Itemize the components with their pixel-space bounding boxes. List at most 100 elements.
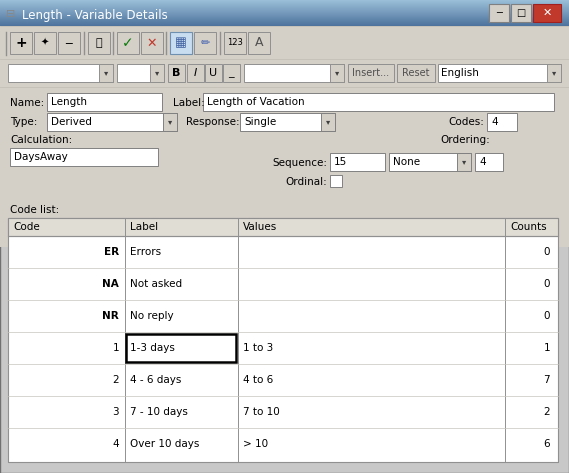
Bar	[0, 4, 569, 5]
Bar	[0, 20, 569, 21]
Bar	[0, 59, 569, 87]
Text: Insert...: Insert...	[352, 68, 390, 78]
Bar	[0, 23, 569, 24]
Bar	[203, 93, 554, 111]
Bar	[194, 32, 216, 54]
Text: 1: 1	[543, 343, 550, 353]
Bar	[0, 12, 569, 13]
Text: No reply: No reply	[130, 311, 174, 321]
Bar	[187, 64, 204, 82]
Bar	[0, 11, 569, 12]
Bar	[58, 32, 80, 54]
Bar	[205, 64, 222, 82]
Text: Ordering:: Ordering:	[440, 135, 490, 145]
Bar	[0, 87, 569, 247]
Text: 1: 1	[112, 343, 119, 353]
Text: Length: Length	[51, 97, 87, 107]
Text: Over 10 days: Over 10 days	[130, 439, 199, 449]
Bar	[0, 8, 569, 9]
Text: ✕: ✕	[542, 8, 552, 18]
Text: 15: 15	[334, 157, 347, 167]
Bar	[0, 10, 569, 11]
Text: +: +	[15, 36, 27, 50]
Text: Single: Single	[244, 117, 277, 127]
Bar	[0, 26, 569, 59]
Text: ⎘: ⎘	[96, 38, 102, 48]
Text: DaysAway: DaysAway	[14, 152, 68, 162]
Text: Counts: Counts	[510, 222, 547, 232]
Bar	[438, 64, 561, 82]
Bar	[117, 64, 164, 82]
Bar	[0, 17, 569, 18]
Bar	[47, 93, 162, 111]
Text: ▾: ▾	[335, 69, 339, 78]
Text: Label:: Label:	[173, 98, 205, 108]
Text: ▾: ▾	[104, 69, 108, 78]
Text: 2: 2	[543, 407, 550, 417]
Text: 4: 4	[491, 117, 498, 127]
Text: 0: 0	[543, 311, 550, 321]
Text: Type:: Type:	[10, 117, 38, 127]
Bar	[0, 1, 569, 2]
Text: Code list:: Code list:	[10, 205, 59, 215]
Bar	[0, 9, 569, 10]
Text: 7: 7	[543, 375, 550, 385]
Bar	[150, 64, 164, 82]
Bar	[0, 0, 569, 1]
Text: 0: 0	[543, 247, 550, 257]
Text: 4 - 6 days: 4 - 6 days	[130, 375, 182, 385]
Text: NR: NR	[102, 311, 119, 321]
Bar	[248, 32, 270, 54]
Text: Derived: Derived	[51, 117, 92, 127]
Text: ✓: ✓	[122, 36, 134, 50]
Text: I: I	[193, 68, 197, 78]
Text: Length of Vacation: Length of Vacation	[207, 97, 304, 107]
Text: NA: NA	[102, 279, 119, 289]
Bar	[0, 16, 569, 17]
Bar	[0, 25, 569, 26]
Text: Not asked: Not asked	[130, 279, 182, 289]
Text: Code: Code	[13, 222, 40, 232]
Text: ─: ─	[65, 38, 72, 48]
Bar	[0, 19, 569, 20]
Bar	[457, 153, 471, 171]
Bar	[330, 64, 344, 82]
Bar	[141, 32, 163, 54]
Text: Ordinal:: Ordinal:	[285, 177, 327, 187]
Text: 4: 4	[112, 439, 119, 449]
Text: > 10: > 10	[243, 439, 268, 449]
Bar	[348, 64, 394, 82]
Text: ✕: ✕	[147, 36, 157, 50]
Bar	[511, 4, 531, 22]
Text: A: A	[255, 36, 263, 50]
Text: _: _	[228, 68, 234, 78]
Text: English: English	[441, 68, 479, 78]
Text: 1 to 3: 1 to 3	[243, 343, 273, 353]
Bar	[0, 5, 569, 6]
Bar	[0, 15, 569, 16]
Bar	[240, 113, 335, 131]
Text: Response:: Response:	[186, 117, 240, 127]
Text: None: None	[393, 157, 420, 167]
Text: ▾: ▾	[326, 117, 330, 126]
Text: 4: 4	[479, 157, 485, 167]
Text: Name:: Name:	[10, 98, 44, 108]
Text: ER: ER	[104, 247, 119, 257]
Text: Sequence:: Sequence:	[272, 158, 327, 168]
Text: Values: Values	[243, 222, 277, 232]
Bar	[0, 6, 569, 7]
Bar	[163, 113, 177, 131]
Bar	[170, 32, 192, 54]
Text: 1-3 days: 1-3 days	[130, 343, 175, 353]
Text: ✦: ✦	[41, 38, 49, 48]
Text: 4 to 6: 4 to 6	[243, 375, 273, 385]
Bar	[47, 113, 177, 131]
Bar	[224, 32, 246, 54]
Text: 7 - 10 days: 7 - 10 days	[130, 407, 188, 417]
Bar	[0, 14, 569, 15]
Bar	[533, 4, 561, 22]
Text: B: B	[172, 68, 180, 78]
Bar	[117, 32, 139, 54]
Bar	[168, 64, 185, 82]
Bar	[10, 32, 32, 54]
